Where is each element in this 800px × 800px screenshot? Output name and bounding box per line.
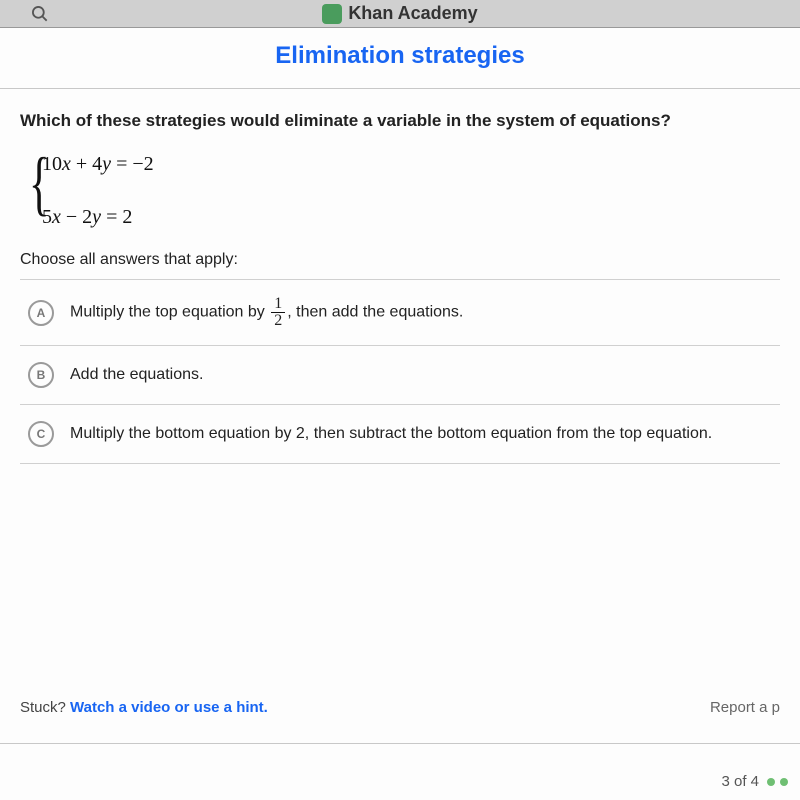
brand-text: Khan Academy [348,3,477,24]
instruction: Choose all answers that apply: [20,251,780,269]
divider [0,743,800,744]
options-list: A Multiply the top equation by 12, then … [20,279,780,464]
option-bubble: A [28,300,54,326]
help-row: Stuck? Watch a video or use a hint. Repo… [20,699,780,716]
option-bubble: C [28,421,54,447]
option-c[interactable]: C Multiply the bottom equation by 2, the… [20,405,780,464]
stuck-text: Stuck? Watch a video or use a hint. [20,699,268,716]
option-a[interactable]: A Multiply the top equation by 12, then … [20,280,780,346]
brace-icon: { [29,147,50,219]
equation-2: 5x − 2y = 2 [42,206,780,229]
option-text: Multiply the top equation by 12, then ad… [70,296,463,329]
brand-logo-icon [322,4,342,24]
report-link[interactable]: Report a p [710,699,780,716]
top-bar: Khan Academy [0,0,800,28]
dot-icon [767,778,775,786]
dot-icon [780,778,788,786]
option-b[interactable]: B Add the equations. [20,346,780,405]
equation-system: { 10x + 4y = −2 5x − 2y = 2 [20,151,780,229]
exercise-sheet: Elimination strategies Which of these st… [0,28,800,800]
content: Which of these strategies would eliminat… [0,89,800,464]
option-bubble: B [28,362,54,388]
brand: Khan Academy [322,3,477,24]
equation-1: 10x + 4y = −2 [42,151,780,176]
hint-link[interactable]: Watch a video or use a hint. [70,699,268,716]
progress-dots [767,778,788,786]
pager-text: 3 of 4 [721,773,759,790]
question-prompt: Which of these strategies would eliminat… [20,111,780,131]
search-icon[interactable] [30,4,50,29]
option-text: Multiply the bottom equation by 2, then … [70,425,712,443]
page-title: Elimination strategies [0,28,800,88]
pager: 3 of 4 [721,773,788,790]
option-text: Add the equations. [70,366,203,384]
